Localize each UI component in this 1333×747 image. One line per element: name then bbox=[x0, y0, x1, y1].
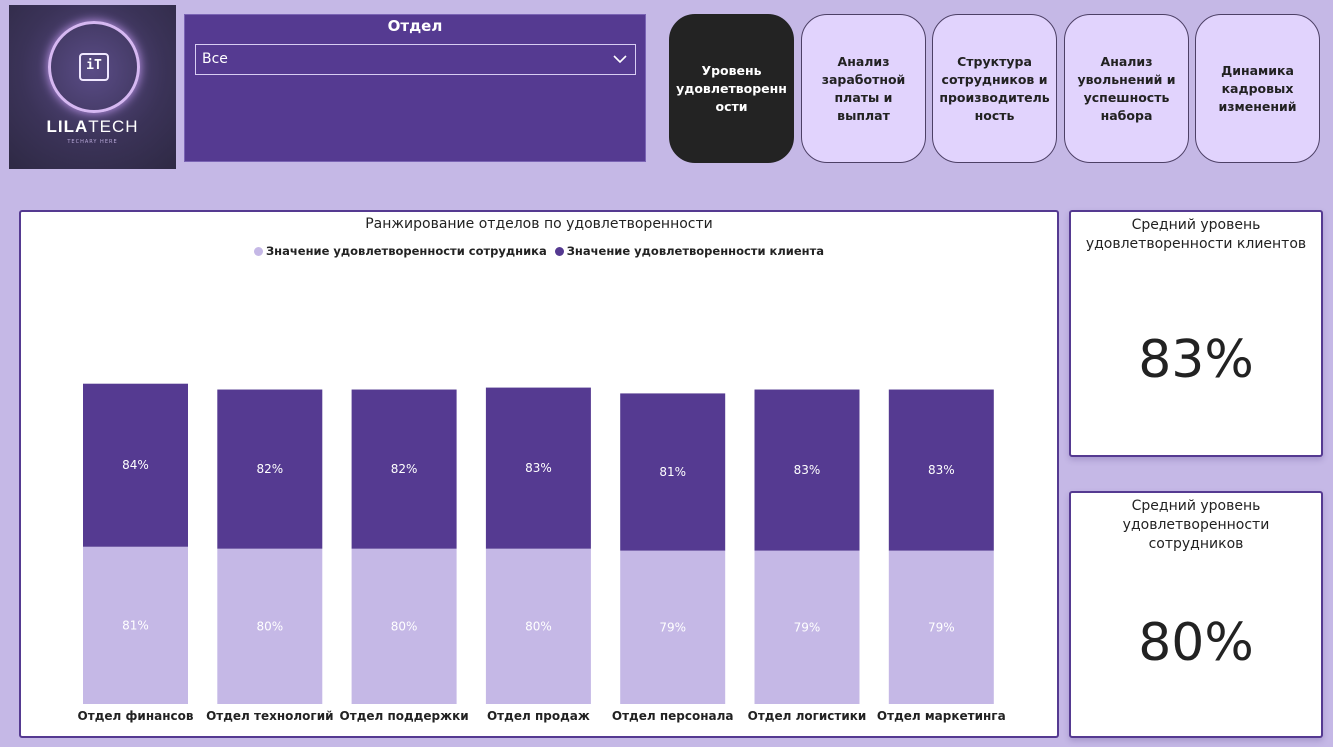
data-label-employee-6: 79% bbox=[928, 620, 955, 634]
data-label-client-0: 84% bbox=[122, 458, 149, 472]
bar-client-5[interactable] bbox=[754, 389, 860, 551]
bar-employee-4[interactable] bbox=[620, 550, 726, 704]
x-tick-label-0: Отдел финансов bbox=[78, 709, 194, 723]
data-label-client-2: 82% bbox=[391, 462, 418, 476]
data-label-client-1: 82% bbox=[256, 462, 283, 476]
kpi-client-label: Средний уровень удовлетворенности клиент… bbox=[1085, 217, 1307, 252]
x-tick-label-2: Отдел поддержки bbox=[340, 709, 469, 723]
chevron-down-icon bbox=[613, 55, 627, 64]
kpi-employee-label: Средний уровень удовлетворенности сотруд… bbox=[1122, 498, 1270, 552]
chip-icon: iT bbox=[79, 53, 109, 81]
legend-dot-employee bbox=[254, 247, 263, 256]
data-label-employee-5: 79% bbox=[794, 620, 821, 634]
bar-employee-0[interactable] bbox=[83, 546, 188, 704]
slicer-title: Отдел bbox=[387, 17, 443, 35]
x-tick-label-3: Отдел продаж bbox=[487, 709, 590, 723]
bar-client-6[interactable] bbox=[888, 389, 994, 551]
circuit-ring-icon bbox=[48, 21, 140, 113]
data-label-employee-3: 80% bbox=[525, 619, 552, 633]
nav-structure-button[interactable]: Структура сотрудников и производитель но… bbox=[932, 14, 1057, 163]
kpi-employee-value: 80% bbox=[1138, 613, 1254, 673]
kpi-client-value: 83% bbox=[1138, 330, 1254, 390]
data-label-client-5: 83% bbox=[794, 463, 821, 477]
chart-legend: Значение удовлетворенности сотрудника Зн… bbox=[21, 244, 1057, 258]
nav-dynamics-button[interactable]: Динамика кадровых изменений bbox=[1195, 14, 1320, 163]
data-label-employee-4: 79% bbox=[659, 620, 686, 634]
bar-employee-2[interactable] bbox=[351, 548, 457, 704]
nav-turnover-button[interactable]: Анализ увольнений и успешность набора bbox=[1064, 14, 1189, 163]
bar-employee-1[interactable] bbox=[217, 548, 323, 704]
bar-employee-6[interactable] bbox=[888, 550, 994, 704]
data-label-client-6: 83% bbox=[928, 463, 955, 477]
x-tick-label-5: Отдел логистики bbox=[748, 709, 867, 723]
data-label-employee-2: 80% bbox=[391, 619, 418, 633]
dropdown-value: Все bbox=[202, 51, 228, 67]
bar-employee-5[interactable] bbox=[754, 550, 860, 704]
department-dropdown[interactable]: Все bbox=[195, 44, 636, 75]
x-tick-label-4: Отдел персонала bbox=[612, 709, 734, 723]
data-label-client-3: 83% bbox=[525, 461, 552, 475]
nav-salary-button[interactable]: Анализ заработной платы и выплат bbox=[801, 14, 926, 163]
logo-brand: LILATECH bbox=[46, 117, 139, 136]
nav-satisfaction-button[interactable]: Уровень удовлетворенн ости bbox=[669, 14, 794, 163]
department-slicer: Отдел Все bbox=[184, 14, 646, 162]
logo-tagline: TECHARY HERE bbox=[67, 139, 118, 145]
data-label-employee-0: 81% bbox=[122, 618, 149, 632]
satisfaction-chart-panel: Ранжирование отделов по удовлетворенност… bbox=[19, 210, 1059, 738]
kpi-employee-satisfaction-card: Средний уровень удовлетворенности сотруд… bbox=[1069, 491, 1323, 738]
bar-client-0[interactable] bbox=[83, 383, 188, 547]
stacked-bar-chart: 81% 84% Отдел финансов 80% 82% Отдел технолог… bbox=[78, 383, 1006, 723]
legend-dot-client bbox=[554, 247, 564, 256]
kpi-client-satisfaction-card: Средний уровень удовлетворенности клиент… bbox=[1069, 210, 1323, 457]
bar-client-2[interactable] bbox=[351, 389, 457, 549]
x-tick-label-1: Отдел технологий bbox=[206, 709, 333, 723]
x-tick-label-6: Отдел маркетинга bbox=[877, 709, 1006, 723]
bar-client-4[interactable] bbox=[620, 393, 726, 551]
data-label-employee-1: 80% bbox=[256, 619, 283, 633]
chart-title: Ранжирование отделов по удовлетворенност… bbox=[365, 216, 713, 232]
company-logo: iT LILATECH TECHARY HERE bbox=[9, 5, 176, 169]
legend-item-employee[interactable]: Значение удовлетворенности сотрудника bbox=[254, 244, 547, 258]
legend-item-client[interactable]: Значение удовлетворенности клиента bbox=[554, 244, 824, 258]
data-label-client-4: 81% bbox=[659, 465, 686, 479]
bar-client-1[interactable] bbox=[217, 389, 323, 549]
bar-employee-3[interactable] bbox=[485, 548, 591, 704]
bar-client-3[interactable] bbox=[485, 387, 591, 549]
